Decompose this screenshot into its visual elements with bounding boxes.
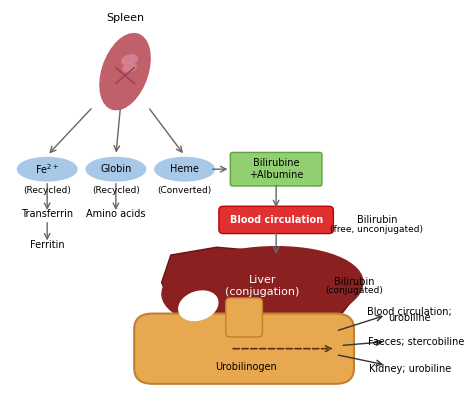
Text: Heme: Heme [170, 164, 199, 174]
FancyBboxPatch shape [219, 206, 333, 233]
Text: urobiline: urobiline [388, 313, 430, 323]
Text: (conjugated): (conjugated) [325, 286, 383, 296]
Ellipse shape [100, 33, 150, 110]
Text: Bilirubine
+Albumine: Bilirubine +Albumine [249, 158, 303, 180]
Text: Fe$^{2+}$: Fe$^{2+}$ [35, 162, 59, 176]
Text: Liver
(conjugation): Liver (conjugation) [225, 275, 300, 298]
Ellipse shape [179, 291, 218, 321]
Text: Transferrin: Transferrin [21, 209, 73, 219]
Text: (Recycled): (Recycled) [23, 186, 71, 195]
Text: Globin: Globin [100, 164, 132, 174]
Ellipse shape [155, 158, 214, 181]
Text: Blood circulation: Blood circulation [229, 215, 323, 225]
FancyBboxPatch shape [230, 152, 322, 186]
PathPatch shape [162, 247, 354, 329]
Ellipse shape [123, 64, 136, 72]
Text: Bilirubin: Bilirubin [334, 277, 374, 287]
Text: Kidney; urobiline: Kidney; urobiline [369, 364, 451, 374]
Text: Ferritin: Ferritin [30, 240, 64, 250]
Text: (Recycled): (Recycled) [92, 186, 140, 195]
Text: (Converted): (Converted) [157, 186, 212, 195]
Text: Faeces; stercobiline: Faeces; stercobiline [368, 337, 464, 347]
Text: Urobilinogen: Urobilinogen [216, 362, 277, 372]
Text: Bilirubin: Bilirubin [356, 215, 397, 225]
FancyBboxPatch shape [134, 314, 354, 384]
Ellipse shape [86, 158, 146, 181]
Ellipse shape [162, 247, 363, 330]
Ellipse shape [18, 158, 77, 181]
Text: Blood circulation;: Blood circulation; [366, 307, 451, 317]
Text: Amino acids: Amino acids [86, 209, 146, 219]
FancyBboxPatch shape [226, 298, 263, 337]
Ellipse shape [122, 55, 137, 65]
Text: (free, unconjugated): (free, unconjugated) [330, 225, 423, 234]
Text: Spleen: Spleen [106, 13, 144, 23]
